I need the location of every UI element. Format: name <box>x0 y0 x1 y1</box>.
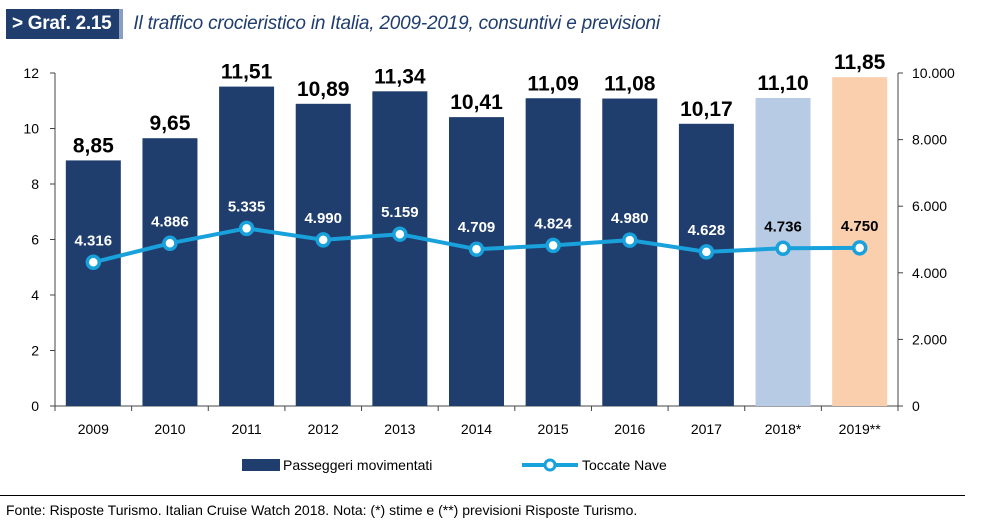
line-value-label: 4.316 <box>75 232 113 249</box>
footer-divider <box>0 495 965 496</box>
bar <box>65 160 121 406</box>
legend-label-bars: Passeggeri movimentati <box>283 457 432 473</box>
bar <box>602 98 658 406</box>
legend-swatch-bars <box>242 459 280 471</box>
line-point <box>238 220 255 237</box>
line-point <box>698 244 715 260</box>
bar <box>449 117 504 406</box>
right-axis-tick-label: 8.000 <box>912 132 947 148</box>
line-value-label: 4.750 <box>841 218 879 235</box>
cruise-traffic-chart: 0 2 4 6 8 10 12 0 2.000 4.000 6.000 8.000 10.000 2009… <box>23 51 955 473</box>
left-axis-tick-label: 8 <box>31 176 39 192</box>
line-value-label: 5.335 <box>228 198 266 215</box>
bar-value-label: 8,85 <box>73 134 114 157</box>
line-value-label: 4.628 <box>688 222 726 239</box>
line-point <box>162 235 178 252</box>
figure-tag: > Graf. 2.15 <box>6 9 120 39</box>
figure-tag-edge <box>119 9 124 39</box>
line-value-label: 5.159 <box>381 204 419 221</box>
x-axis-tick-label: 2010 <box>154 421 185 437</box>
bar-value-label: 10,89 <box>297 78 350 101</box>
x-axis-tick-label: 2011 <box>232 421 262 437</box>
chart-title: Il traffico crocieristico in Italia, 200… <box>133 13 660 34</box>
x-axis-tick-label: 2009 <box>78 421 109 437</box>
bar-value-label: 11,09 <box>527 72 578 95</box>
line-point <box>622 232 638 248</box>
x-axis-tick-label: 2017 <box>691 421 722 437</box>
x-axis-tick-label: 2013 <box>384 421 415 437</box>
line-value-label: 4.709 <box>458 219 496 236</box>
bar <box>219 86 275 406</box>
right-axis-tick-label: 10.000 <box>912 65 955 81</box>
bar <box>295 103 351 407</box>
left-axis-tick-label: 10 <box>23 121 39 137</box>
bar <box>678 123 734 406</box>
line-point <box>392 226 408 242</box>
bar <box>372 91 428 406</box>
bar-value-label: 9,65 <box>150 112 191 135</box>
right-axis-tick-label: 6.000 <box>912 198 947 214</box>
x-axis-tick-label: 2015 <box>538 421 569 437</box>
bar-value-label: 11,85 <box>834 51 886 74</box>
legend-label-line: Toccate Nave <box>582 457 667 473</box>
chart-header: > Graf. 2.15 Il traffico crocieristico i… <box>6 9 660 39</box>
line-point <box>85 254 102 271</box>
bar <box>142 138 198 406</box>
left-axis-tick-label: 4 <box>31 287 39 303</box>
line-value-label: 4.886 <box>151 213 189 230</box>
bar-value-label: 10,17 <box>680 98 733 121</box>
right-axis-tick-label: 0 <box>912 398 920 414</box>
right-axis-tick-label: 4.000 <box>912 265 947 281</box>
bar-value-label: 11,34 <box>374 65 426 88</box>
line-value-label: 4.990 <box>304 210 342 227</box>
line-value-label: 4.824 <box>534 215 572 232</box>
x-axis-tick-label: 2014 <box>461 421 492 437</box>
left-axis-tick-label: 2 <box>31 343 39 359</box>
source-note: Fonte: Risposte Turismo. Italian Cruise … <box>6 502 638 518</box>
x-axis-tick-label: 2016 <box>614 421 645 437</box>
legend-swatch-marker <box>543 458 557 472</box>
line-point <box>545 237 561 254</box>
x-axis-tick-label: 2012 <box>308 421 339 437</box>
bar-value-label: 11,51 <box>221 61 273 84</box>
line-point <box>775 240 791 257</box>
line-point <box>468 241 485 257</box>
line-point <box>851 240 868 256</box>
left-axis-tick-label: 6 <box>31 232 39 248</box>
bar-value-label: 11,08 <box>604 73 656 96</box>
line-value-label: 4.736 <box>764 218 802 235</box>
bar-value-label: 10,41 <box>450 91 503 114</box>
bar-value-label: 11,10 <box>757 72 808 95</box>
left-axis-tick-label: 12 <box>23 65 39 81</box>
x-axis-tick-label: 2019** <box>839 421 882 437</box>
line-point <box>315 232 331 248</box>
line-value-label: 4.980 <box>611 210 649 227</box>
right-axis-tick-label: 2.000 <box>912 331 947 347</box>
x-axis-tick-label: 2018* <box>765 421 802 437</box>
left-axis-tick-label: 0 <box>31 398 39 414</box>
